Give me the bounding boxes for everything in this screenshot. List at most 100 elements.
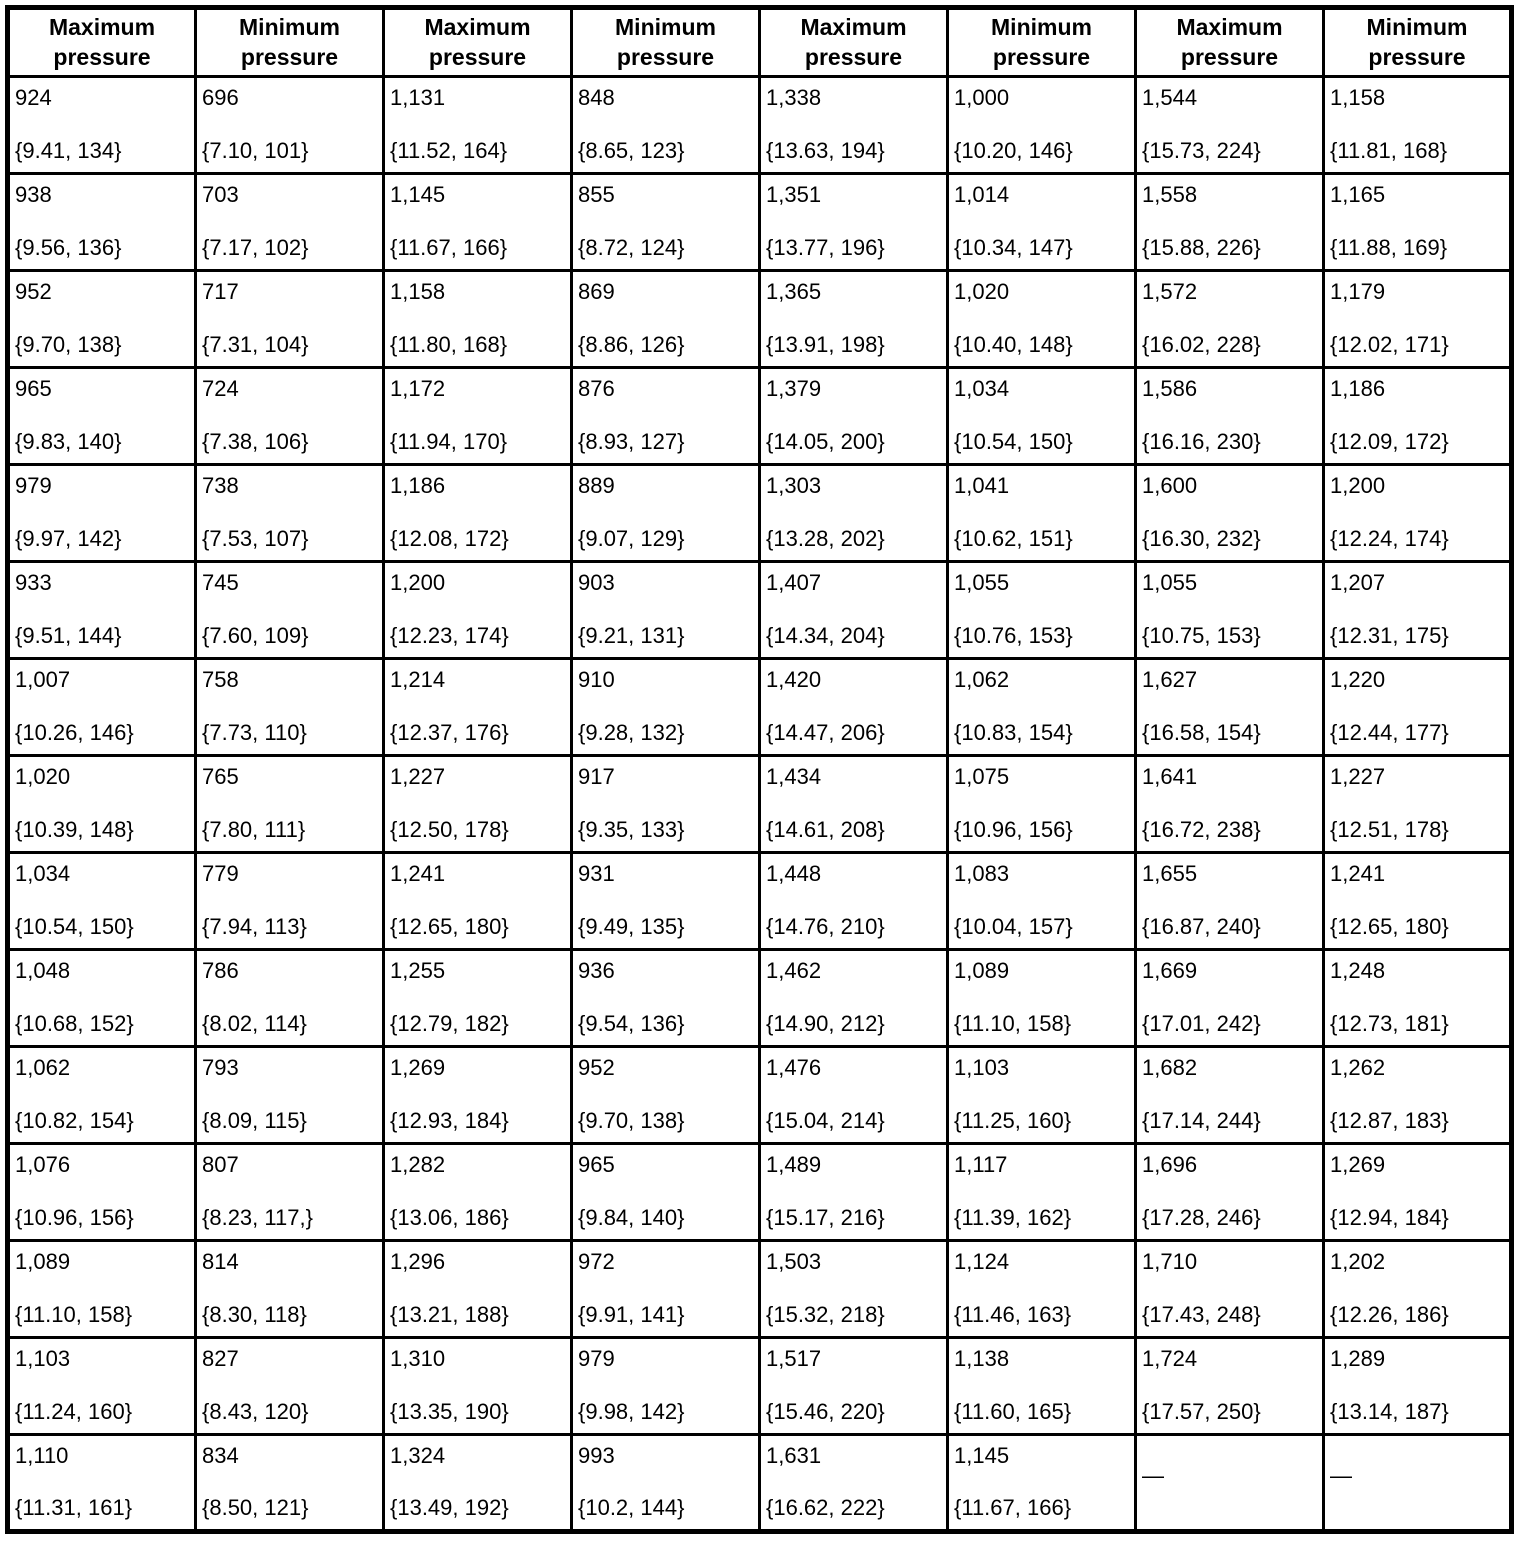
cell-range: {12.87, 183}: [1330, 1107, 1449, 1133]
cell-value: 1,220: [1330, 666, 1386, 692]
cell-range: {11.10, 158}: [954, 1010, 1072, 1036]
cell-value: 1,572: [1142, 278, 1198, 304]
cell-range: {12.94, 184}: [1330, 1204, 1449, 1230]
cell-range: {10.54, 150}: [15, 913, 134, 939]
table-cell: 703 {7.17, 102}: [194, 171, 385, 272]
table-cell: 1,696 {17.28, 246}: [1134, 1141, 1325, 1242]
table-cell: 1,462 {14.90, 212}: [758, 947, 949, 1048]
table-cell: 1,103 {11.25, 160}: [946, 1044, 1137, 1145]
cell-range: {11.46, 163}: [954, 1301, 1072, 1327]
table-cell: 1,682 {17.14, 244}: [1134, 1044, 1325, 1145]
cell-value: 869: [578, 278, 615, 304]
table-cell: 1,020 {10.39, 148}: [6, 753, 197, 854]
table-cell: 1,062 {10.83, 154}: [946, 656, 1137, 757]
table-cell: 1,034 {10.54, 150}: [6, 850, 197, 951]
cell-value: 952: [15, 278, 52, 304]
cell-value: 910: [578, 666, 615, 692]
cell-range: {14.05, 200}: [766, 428, 885, 454]
table-cell: 1,131 {11.52, 164}: [382, 74, 573, 175]
cell-value: 724: [202, 375, 239, 401]
cell-value: 1,179: [1330, 278, 1386, 304]
cell-range: {12.93, 184}: [390, 1107, 509, 1133]
cell-range: {12.09, 172}: [1330, 428, 1449, 454]
cell-value: 1,034: [954, 375, 1010, 401]
table-cell: 938 {9.56, 136}: [6, 171, 197, 272]
cell-value: 1,200: [1330, 472, 1386, 498]
cell-range: {11.60, 165}: [954, 1398, 1072, 1424]
table-cell: 1,055 {10.75, 153}: [1134, 559, 1325, 660]
cell-value: 1,062: [954, 666, 1010, 692]
cell-range: {7.80, 111}: [202, 816, 306, 842]
cell-value: 965: [15, 375, 52, 401]
cell-value: 1,089: [954, 957, 1010, 983]
cell-range: {11.25, 160}: [954, 1107, 1072, 1133]
cell-value: 1,365: [766, 278, 822, 304]
cell-value: 1,448: [766, 860, 822, 886]
table-cell: 1,282 {13.06, 186}: [382, 1141, 573, 1242]
column-header-8: Minimum pressure: [1322, 6, 1513, 78]
table-cell: 1,158 {11.81, 168}: [1322, 74, 1513, 175]
table-cell: 979 {9.98, 142}: [570, 1335, 761, 1436]
cell-range: {14.90, 212}: [766, 1010, 885, 1036]
cell-value: 1,145: [954, 1442, 1010, 1468]
cell-range: {12.08, 172}: [390, 525, 509, 551]
cell-range: {9.98, 142}: [578, 1398, 685, 1424]
table-cell: 1,262 {12.87, 183}: [1322, 1044, 1513, 1145]
table-cell: 1,207 {12.31, 175}: [1322, 559, 1513, 660]
cell-value: 1,289: [1330, 1345, 1386, 1371]
table-cell: 738 {7.53, 107}: [194, 462, 385, 563]
cell-value: 1,434: [766, 763, 822, 789]
table-cell: 1,407 {14.34, 204}: [758, 559, 949, 660]
cell-range: {10.76, 153}: [954, 622, 1073, 648]
cell-value: 979: [578, 1345, 615, 1371]
cell-value: 696: [202, 84, 239, 110]
cell-value: 1,600: [1142, 472, 1198, 498]
table-cell: 1,627 {16.58, 154}: [1134, 656, 1325, 757]
table-cell: 1,655 {16.87, 240}: [1134, 850, 1325, 951]
table-cell: 1,227 {12.51, 178}: [1322, 753, 1513, 854]
cell-value: 1,351: [766, 181, 822, 207]
cell-value: 1,310: [390, 1345, 446, 1371]
cell-range: {14.34, 204}: [766, 622, 885, 648]
column-header-3: Maximum pressure: [382, 6, 573, 78]
table-cell: 1,103 {11.24, 160}: [6, 1335, 197, 1436]
cell-value: 1,420: [766, 666, 822, 692]
table-cell: 1,338 {13.63, 194}: [758, 74, 949, 175]
cell-value: 1,110: [15, 1442, 69, 1468]
cell-value: 1,241: [390, 860, 446, 886]
cell-range: {12.24, 174}: [1330, 525, 1449, 551]
cell-range: {10.40, 148}: [954, 331, 1073, 357]
table-cell: 1,048 {10.68, 152}: [6, 947, 197, 1048]
cell-range: {8.50, 121}: [202, 1494, 309, 1520]
cell-range: {16.62, 222}: [766, 1494, 885, 1520]
cell-range: {9.35, 133}: [578, 816, 685, 842]
cell-value: 786: [202, 957, 239, 983]
table-cell: 1,034 {10.54, 150}: [946, 365, 1137, 466]
table-cell: 1,117 {11.39, 162}: [946, 1141, 1137, 1242]
table-cell: 1,186 {12.08, 172}: [382, 462, 573, 563]
cell-value: 1,503: [766, 1248, 822, 1274]
cell-value: 1,282: [390, 1151, 446, 1177]
no-data-dash: —: [1142, 1462, 1164, 1488]
cell-value: 1,158: [390, 278, 446, 304]
table-cell: 814 {8.30, 118}: [194, 1238, 385, 1339]
cell-range: {8.72, 124}: [578, 234, 685, 260]
cell-range: {11.31, 161}: [15, 1494, 133, 1520]
table-cell: 1,145 {11.67, 166}: [946, 1432, 1137, 1533]
cell-range: {9.07, 129}: [578, 525, 685, 551]
cell-value: 931: [578, 860, 615, 886]
cell-range: {8.43, 120}: [202, 1398, 309, 1424]
table-cell: 1,041 {10.62, 151}: [946, 462, 1137, 563]
cell-value: 933: [15, 569, 52, 595]
table-row: 979 {9.97, 142} 738 {7.53, 107} 1,186 {12.08,…: [6, 462, 1513, 563]
table-cell: 1,200 {12.23, 174}: [382, 559, 573, 660]
cell-range: {17.28, 246}: [1142, 1204, 1261, 1230]
table-cell: 1,572 {16.02, 228}: [1134, 268, 1325, 369]
table-cell: 1,165 {11.88, 169}: [1322, 171, 1513, 272]
cell-value: 979: [15, 472, 52, 498]
cell-range: {10.96, 156}: [954, 816, 1073, 842]
cell-value: 1,241: [1330, 860, 1386, 886]
table-cell: 724 {7.38, 106}: [194, 365, 385, 466]
cell-value: 903: [578, 569, 615, 595]
table-cell: 1,303 {13.28, 202}: [758, 462, 949, 563]
